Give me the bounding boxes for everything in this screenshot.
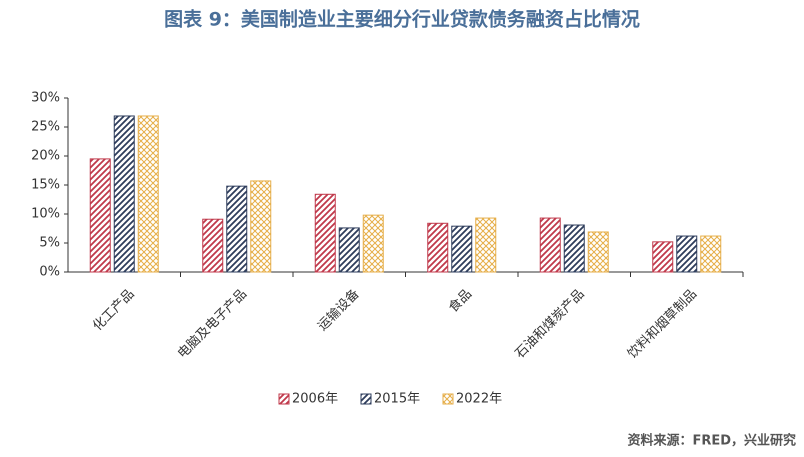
bar: [427, 222, 449, 273]
legend-swatch: [360, 393, 372, 405]
legend-label: 2022年: [456, 392, 502, 407]
bar: [587, 231, 609, 273]
bar: [700, 235, 722, 273]
bar: [475, 217, 497, 273]
bar: [338, 227, 360, 273]
bar: [137, 115, 159, 273]
legend-label: 2015年: [374, 392, 420, 407]
x-tick-label: 食品: [445, 286, 475, 316]
bar: [362, 214, 384, 273]
bar: [451, 225, 473, 273]
x-tick-label: 饮料和烟草制品: [625, 287, 700, 362]
bar: [202, 218, 224, 273]
bar: [226, 185, 248, 273]
x-tick-label: 运输设备: [314, 286, 362, 334]
bar: [652, 241, 674, 273]
x-tick-label: 电脑及电子产品: [175, 287, 250, 362]
bar: [539, 217, 561, 273]
y-tick-label: 20%: [31, 149, 60, 164]
x-tick-label: 化工产品: [90, 287, 137, 334]
legend-swatch: [442, 393, 454, 405]
y-tick-label: 30%: [31, 91, 60, 106]
x-tick-label: 石油和煤炭产品: [513, 287, 588, 362]
y-tick-label: 15%: [31, 178, 60, 193]
bar: [563, 224, 585, 273]
legend-label: 2006年: [292, 392, 338, 407]
source-note: 资料来源：FRED，兴业研究: [627, 433, 796, 449]
y-tick-label: 25%: [31, 120, 60, 135]
y-tick-label: 10%: [31, 207, 60, 222]
y-tick-label: 5%: [39, 236, 60, 251]
bar: [113, 115, 135, 273]
chart-title: 图表 9：美国制造业主要细分行业贷款债务融资占比情况: [164, 8, 640, 31]
bar: [314, 193, 336, 273]
bar: [89, 158, 111, 273]
bar: [250, 180, 272, 273]
legend-swatch: [278, 393, 290, 405]
y-tick-label: 0%: [39, 265, 60, 280]
bar: [676, 235, 698, 273]
